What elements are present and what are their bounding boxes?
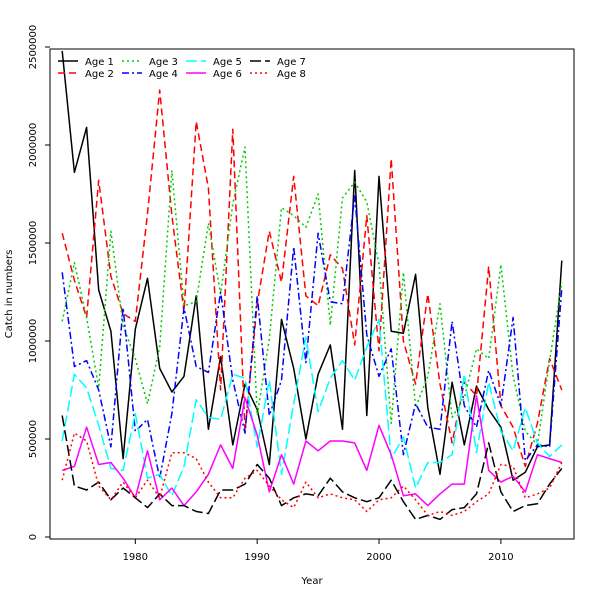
series-line-age-1 — [61, 50, 563, 481]
x-axis: 1980 1990 2000 2010 — [123, 539, 514, 563]
legend-label: Age 1 — [85, 57, 114, 68]
series-line-age-4 — [61, 195, 563, 479]
y-tick-label: 1500000 — [28, 221, 39, 266]
legend-label: Age 3 — [149, 57, 178, 68]
legend-label: Age 8 — [277, 69, 306, 80]
series-line-age-7 — [61, 415, 563, 521]
legend-label: Age 2 — [85, 69, 114, 80]
legend-label: Age 4 — [149, 69, 178, 80]
plot-frame — [49, 48, 575, 540]
y-tick-label: 2500000 — [28, 25, 39, 70]
series-line-age-6 — [61, 395, 563, 507]
legend-label: Age 6 — [213, 69, 242, 80]
legend-label: Age 5 — [213, 57, 242, 68]
series-line-age-3 — [61, 146, 563, 446]
series-line-age-5 — [61, 318, 563, 497]
y-tick-label: 1000000 — [28, 319, 39, 364]
x-tick-label: 2010 — [488, 552, 513, 563]
x-tick-label: 1990 — [244, 552, 269, 563]
series-line-age-2 — [61, 89, 563, 468]
x-tick-label: 1980 — [123, 552, 148, 563]
series-line-age-8 — [61, 432, 563, 517]
y-tick-label: 500000 — [28, 420, 39, 458]
y-tick-label: 2000000 — [28, 123, 39, 168]
series-layer — [61, 50, 563, 521]
x-axis-title: Year — [300, 576, 323, 587]
y-tick-label: 0 — [28, 534, 39, 540]
legend-label: Age 7 — [277, 57, 306, 68]
x-tick-label: 2000 — [366, 552, 391, 563]
y-axis-title: Catch in numbers — [4, 250, 15, 339]
y-axis: 0 500000 1000000 1500000 2000000 2500000 — [28, 25, 50, 540]
